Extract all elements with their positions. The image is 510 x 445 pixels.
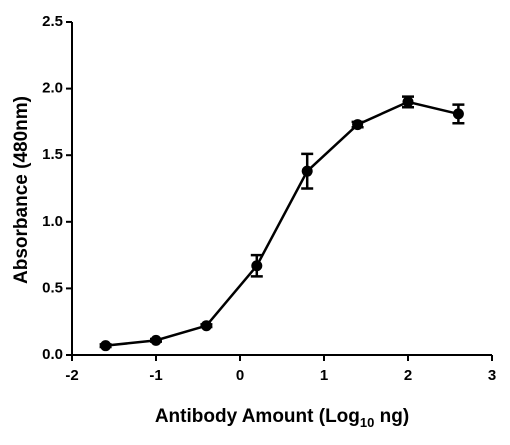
data-point	[200, 320, 212, 332]
x-axis-title-end: ng)	[374, 406, 409, 427]
data-point	[251, 260, 263, 272]
data-point	[150, 334, 162, 346]
x-axis-title-main: Antibody Amount (Log	[155, 406, 360, 427]
x-tick-label: -2	[65, 367, 78, 384]
x-tick-label: 1	[320, 367, 328, 384]
data-point	[301, 165, 313, 177]
data-point	[452, 108, 464, 120]
data-point	[402, 96, 414, 108]
y-tick-label: 0.0	[42, 346, 63, 363]
y-tick-label: 2.5	[42, 13, 63, 30]
x-tick-label: 3	[488, 367, 496, 384]
y-axis-title: Absorbance (480nm)	[11, 96, 32, 284]
x-axis-title: Antibody Amount (Log10 ng)	[155, 406, 409, 430]
y-tick-label: 1.0	[42, 213, 63, 230]
x-tick-label: 2	[404, 367, 412, 384]
x-axis-title-subscript: 10	[360, 415, 374, 430]
x-tick-label: 0	[236, 367, 244, 384]
y-tick-label: 0.5	[42, 279, 63, 296]
y-tick-label: 1.5	[42, 146, 63, 163]
x-tick-label: -1	[149, 367, 162, 384]
data-point	[100, 340, 112, 352]
y-tick-label: 2.0	[42, 80, 63, 97]
data-point	[352, 119, 364, 131]
data-line	[105, 100, 459, 347]
